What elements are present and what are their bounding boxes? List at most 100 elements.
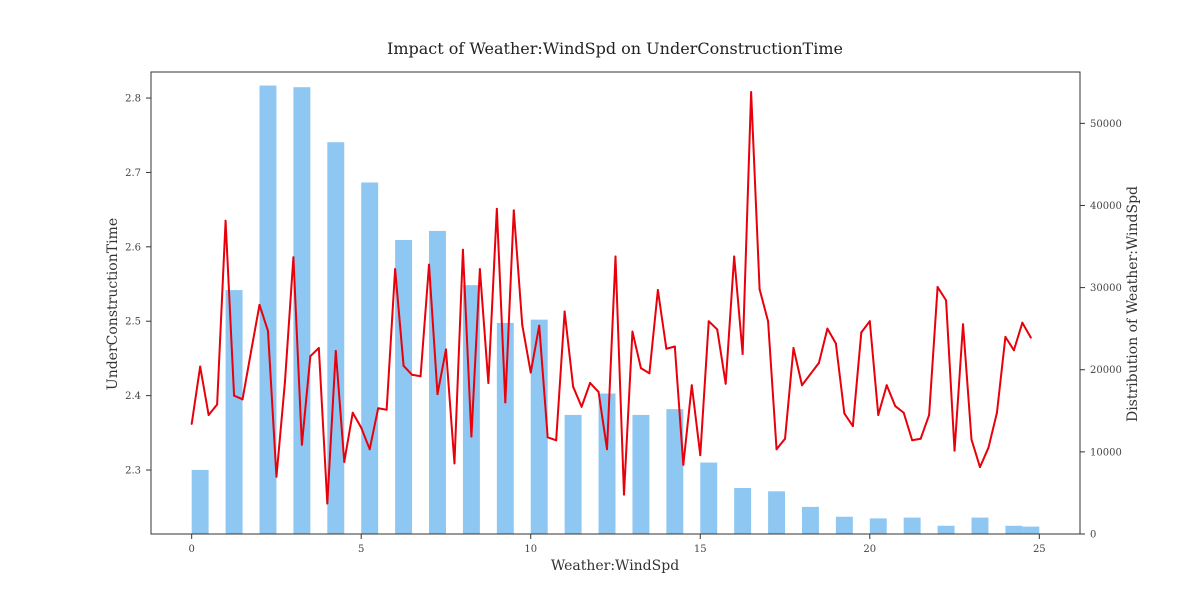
line-point (538, 324, 541, 327)
bar (937, 525, 955, 534)
line-point (241, 398, 244, 401)
y-right-tick-label: 0 (1090, 530, 1096, 541)
line-point (334, 349, 337, 352)
bar (1022, 526, 1040, 534)
line-point (478, 268, 481, 271)
line-point (792, 347, 795, 350)
line-point (546, 436, 549, 439)
y-right-tick-label: 30000 (1090, 283, 1122, 294)
y-right-tick-label: 50000 (1090, 119, 1122, 130)
line-point (843, 412, 846, 415)
bar (768, 491, 786, 534)
y-right-tick-label: 40000 (1090, 201, 1122, 212)
line-point (283, 381, 286, 384)
line-point (800, 384, 803, 387)
bar (564, 414, 582, 534)
y-right-tick-label: 20000 (1090, 365, 1122, 376)
bar (632, 414, 650, 534)
y-left-tick-label: 2.8 (125, 94, 141, 105)
line-point (631, 330, 634, 333)
line-point (733, 255, 736, 258)
line-point (665, 347, 668, 350)
y-left-tick-label: 2.6 (125, 242, 141, 253)
bar (971, 517, 989, 534)
line-point (767, 320, 770, 323)
line-point (453, 462, 456, 465)
line-point (233, 394, 236, 397)
bar (293, 87, 311, 534)
line-point (385, 408, 388, 411)
y-right-axis-ticks: 0 10000 20000 30000 40000 50000 (1080, 119, 1122, 541)
line-point (444, 348, 447, 351)
line-point (970, 438, 973, 441)
line-point (851, 425, 854, 428)
x-tick-label: 0 (188, 544, 194, 555)
line-point (275, 475, 278, 478)
line-point (699, 454, 702, 457)
line-point (343, 460, 346, 463)
line-point (292, 256, 295, 259)
line-point (962, 323, 965, 326)
line-point (987, 446, 990, 449)
bar (700, 462, 718, 534)
bar (496, 322, 514, 534)
x-tick-label: 15 (694, 544, 707, 555)
y-left-tick-label: 2.3 (125, 466, 141, 477)
line-point (572, 385, 575, 388)
bar (191, 469, 209, 534)
line-point (834, 342, 837, 345)
line-point (639, 367, 642, 370)
line-point (199, 365, 202, 368)
line-point (902, 411, 905, 414)
line-point (750, 91, 753, 94)
line-point (597, 390, 600, 393)
line-series (190, 91, 1032, 505)
line-point (868, 320, 871, 323)
line-point (351, 411, 354, 414)
line-point (563, 310, 566, 313)
line-point (614, 255, 617, 258)
line-point (622, 493, 625, 496)
line-point (377, 407, 380, 410)
x-tick-label: 5 (358, 544, 364, 555)
line-point (555, 439, 558, 442)
line-point (809, 373, 812, 376)
y-left-tick-label: 2.4 (125, 391, 141, 402)
line-point (945, 299, 948, 302)
bar (395, 239, 413, 535)
line-point (487, 381, 490, 384)
bar (869, 518, 887, 534)
x-axis-label: Weather:WindSpd (551, 558, 679, 574)
line-point (953, 449, 956, 452)
line-point (529, 371, 532, 374)
line-point (707, 320, 710, 323)
line-point (250, 350, 253, 353)
line-point (309, 355, 312, 358)
line-point (817, 361, 820, 364)
bar (361, 182, 379, 534)
line-point (190, 422, 193, 425)
line-point (258, 303, 261, 306)
x-tick-label: 10 (524, 544, 537, 555)
line-point (877, 413, 880, 416)
line-point (224, 219, 227, 222)
line-point (978, 466, 981, 469)
line-point (741, 352, 744, 355)
line-point (682, 463, 685, 466)
line-point (470, 435, 473, 438)
y-left-axis-ticks: 2.3 2.4 2.5 2.6 2.7 2.8 (125, 94, 151, 477)
line-point (648, 372, 651, 375)
line-point (580, 405, 583, 408)
line-point (1029, 336, 1032, 339)
line-point (673, 345, 676, 348)
line-point (394, 268, 397, 271)
line-point (1004, 335, 1007, 338)
y-left-tick-label: 2.7 (125, 168, 141, 179)
line-point (495, 207, 498, 210)
y-right-axis-label: Distribution of Weather:WindSpd (1125, 186, 1141, 422)
bar (259, 85, 277, 534)
line-point (300, 443, 303, 446)
bars-layer (191, 85, 1040, 535)
y-right-tick-label: 10000 (1090, 447, 1122, 458)
